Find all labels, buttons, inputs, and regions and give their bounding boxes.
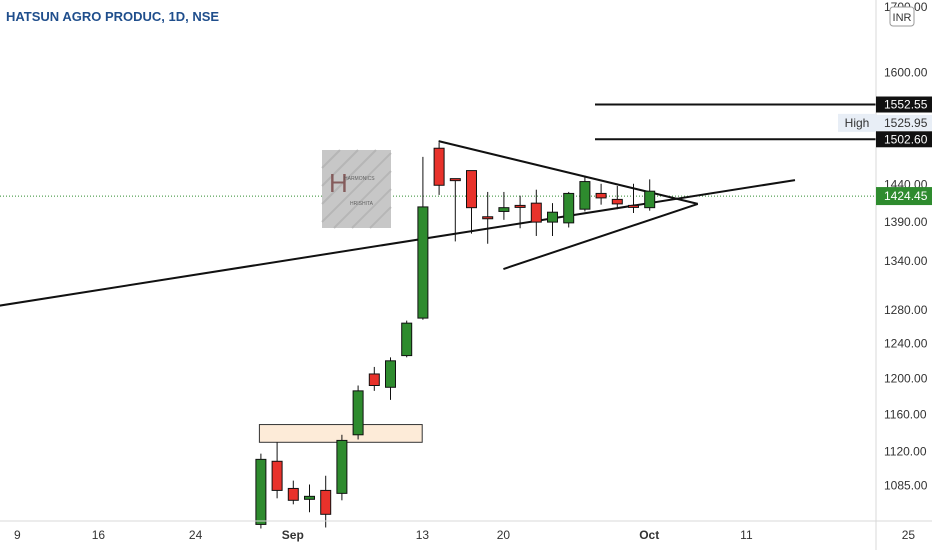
candle <box>417 156 429 320</box>
candle <box>352 385 364 440</box>
candle-body <box>449 178 461 182</box>
candle <box>433 142 445 195</box>
candle <box>466 170 477 234</box>
last-price-label: 1424.45 <box>884 189 928 203</box>
y-tick-label: 1085.00 <box>884 479 928 493</box>
candle <box>611 186 623 210</box>
candle-body <box>287 487 299 501</box>
reference-price-label: 1525.95 <box>884 116 928 130</box>
y-tick-label: 1160.00 <box>884 407 927 421</box>
y-tick-label: 1200.00 <box>884 371 928 385</box>
x-tick-label: 20 <box>497 528 511 542</box>
candle-body <box>255 458 267 525</box>
reference-name-label: High <box>845 116 870 130</box>
candle <box>547 203 558 236</box>
candle-body <box>514 204 526 208</box>
last-price-box <box>876 187 932 206</box>
candle-body <box>417 206 429 319</box>
candle <box>579 175 591 212</box>
candle-body <box>336 439 348 494</box>
candle <box>271 442 283 499</box>
price-tag-box <box>876 96 932 113</box>
candle <box>320 475 332 528</box>
y-tick-label: 1120.00 <box>884 445 927 459</box>
zone-box <box>258 424 423 443</box>
x-tick-label: 11 <box>740 528 753 542</box>
candle-body <box>352 390 364 436</box>
candle <box>595 183 607 205</box>
y-tick-label: 1340.00 <box>884 254 928 268</box>
candle-body <box>368 373 380 386</box>
candle-body <box>644 190 656 209</box>
watermark-logo: H HARMONICS HRISHITA <box>321 149 392 229</box>
reference-name-box <box>838 113 876 132</box>
candle-body <box>611 198 623 205</box>
candle-body <box>563 192 575 224</box>
candle <box>336 434 348 501</box>
candle-body <box>628 204 639 208</box>
price-tag-label: 1502.60 <box>884 132 928 146</box>
candle <box>304 484 315 513</box>
x-tick-label: 24 <box>189 528 203 542</box>
x-tick-label: Sep <box>282 528 304 542</box>
candle <box>449 178 461 242</box>
candle <box>530 189 542 236</box>
symbol-title: HATSUN AGRO PRODUC, 1D, NSE <box>6 9 219 24</box>
candle <box>482 191 494 244</box>
y-tick-label: 1600.00 <box>884 66 928 80</box>
candle <box>368 366 380 391</box>
x-tick-label: 25 <box>902 528 916 542</box>
candle <box>514 195 526 229</box>
x-tick-label: 13 <box>416 528 430 542</box>
candle <box>628 183 639 213</box>
candle <box>385 357 396 400</box>
candle-body <box>271 460 283 491</box>
candle-body <box>595 192 607 199</box>
currency-badge[interactable] <box>889 6 915 27</box>
x-tick-label: 9 <box>14 528 21 542</box>
candle-body <box>547 211 558 223</box>
y-tick-label: 1240.00 <box>884 337 928 351</box>
y-tick-label: 1280.00 <box>884 303 928 317</box>
reference-price-box <box>876 114 932 131</box>
candle-body <box>579 181 591 210</box>
candle <box>498 191 510 220</box>
candle <box>644 179 656 211</box>
y-tick-label: 1390.00 <box>884 215 928 229</box>
trendline <box>503 202 699 270</box>
candle <box>401 320 413 358</box>
candle-body <box>530 202 542 223</box>
x-tick-label: 16 <box>92 528 106 542</box>
svg-text:HARMONICS: HARMONICS <box>344 176 375 182</box>
candle-body <box>320 489 332 515</box>
candle-body <box>304 495 315 500</box>
candle-body <box>466 170 477 209</box>
x-tick-label: Oct <box>639 528 659 542</box>
svg-text:HRISHITA: HRISHITA <box>350 201 374 207</box>
candle-body <box>498 207 510 212</box>
price-tag-box <box>876 131 932 148</box>
candle-body <box>385 360 396 388</box>
plot-background <box>0 0 876 521</box>
candle-body <box>433 147 445 186</box>
currency-badge-label: INR <box>893 12 912 24</box>
candle-body <box>401 322 413 357</box>
candle-body <box>482 216 494 220</box>
svg-text:H: H <box>329 168 348 198</box>
candle <box>255 453 267 529</box>
candle <box>287 480 299 505</box>
price-tag-label: 1552.55 <box>884 98 928 112</box>
candle <box>563 191 575 228</box>
